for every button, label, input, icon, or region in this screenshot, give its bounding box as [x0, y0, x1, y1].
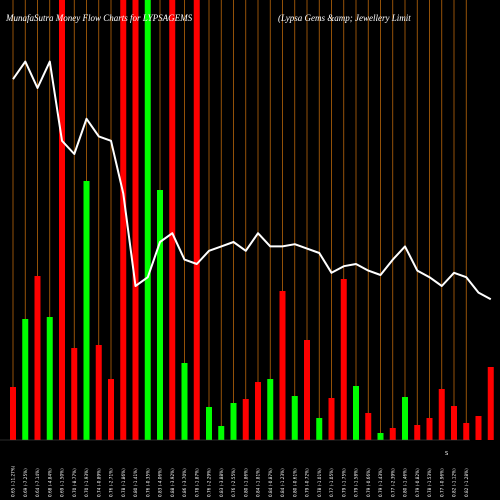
x-tick-label: 0.64 (-7.14%)	[35, 468, 40, 497]
money-flow-bar	[438, 389, 445, 440]
money-flow-bar	[34, 276, 41, 440]
x-tick-label: 0.78 (-1.01%)	[317, 468, 322, 497]
x-tick-label: 0.76 (-2.71%)	[109, 468, 114, 497]
x-tick-label: 0.83 (-3.88%)	[219, 468, 224, 497]
x-tick-label: 0.70 (-8.77%)	[72, 468, 77, 497]
x-tick-label: 0.86 (-3.70%)	[182, 468, 187, 497]
money-flow-bar	[95, 345, 102, 440]
money-flow-bar	[267, 379, 274, 440]
money-flow-bar	[426, 418, 433, 440]
money-flow-bar	[144, 0, 151, 440]
money-flow-bar	[132, 0, 139, 440]
x-tick-label: 0.69 (-1.50%)	[60, 468, 65, 497]
x-tick-label: 0.79 (-1.58%)	[354, 468, 359, 497]
money-flow-bar	[475, 416, 482, 440]
money-flow-bar	[353, 386, 359, 440]
x-tick-label: 0.78 (-1.53%)	[427, 468, 432, 497]
x-tick-label: 0.79 (-0.72%)	[305, 468, 310, 497]
money-flow-bar	[218, 426, 225, 440]
money-flow-bar	[59, 0, 65, 440]
money-flow-bar	[169, 0, 176, 440]
money-flow-bar	[181, 363, 188, 440]
x-tick-label: 0.79 (-0.66%)	[366, 468, 371, 497]
money-flow-bar	[83, 181, 90, 440]
x-tick-labels: 0.65 (-11.27%) 0.69 (-7.25%) 0.64 (-7.14%)…	[11, 465, 469, 497]
money-flow-bar	[451, 406, 457, 440]
x-tick-label: 0.74 (-0.89%)	[96, 468, 101, 497]
x-tick-label: 0.80 (-1.86%)	[243, 468, 248, 497]
x-tick-label: 0.79 (-0.82%)	[415, 468, 420, 497]
money-flow-bar	[463, 423, 470, 440]
x-tick-label: 0.77 (-0.96%)	[439, 468, 444, 497]
x-tick-label: 0.78 (-1.86%)	[121, 468, 126, 497]
money-flow-bar	[193, 0, 200, 440]
chart-title-right: (Lypsa Gems &amp; Jewellery Limit	[278, 13, 411, 23]
x-tick-label: 0.84 (-1.81%)	[256, 468, 261, 497]
x-tick-label: 0.79 (-1.75%)	[341, 468, 346, 497]
x-tick-label: 0.80 (-1.46%)	[403, 468, 408, 497]
x-tick-label: 0.83 (-4.06%)	[158, 468, 163, 497]
x-tick-label: 0.84 (-1.23%)	[280, 468, 285, 497]
x-tick-label: 0.80 (-0.61%)	[292, 468, 297, 497]
x-tick-label: 0.65 (-11.27%)	[11, 465, 16, 497]
money-flow-bar	[10, 387, 16, 440]
x-tick-label: 0.76 (-2.29%)	[207, 468, 212, 497]
money-flow-bar	[304, 340, 310, 440]
money-flow-bar	[120, 0, 127, 440]
x-tick-label: 0.78 (-1.87%)	[194, 468, 199, 497]
money-flow-bar	[316, 418, 323, 440]
money-flow-bar	[230, 403, 237, 440]
chart-title-left: MunafaSutra Money Flow Charts for LYPSAG…	[5, 13, 193, 23]
money-flow-bar	[340, 279, 347, 440]
money-flow-bar	[22, 319, 29, 440]
money-flow-bar	[328, 398, 335, 440]
x-tick-label: 0.88 (-3.92%)	[170, 468, 175, 497]
money-flow-bar	[108, 379, 114, 440]
money-flow-bar	[157, 190, 163, 440]
money-flow-bar	[402, 397, 408, 440]
x-tick-label: 0.76 (-2.55%)	[231, 468, 236, 497]
money-flow-bar	[279, 291, 286, 440]
money-flow-bar	[389, 428, 396, 440]
money-flow-bar	[206, 407, 212, 440]
money-flow-bar	[377, 433, 384, 440]
corner-label: S	[445, 451, 448, 457]
x-tick-label: 0.82 (-1.28%)	[464, 468, 469, 497]
x-tick-label: 0.77 (-1.05%)	[329, 468, 334, 497]
x-tick-label: 0.84 (-0.87%)	[268, 468, 273, 497]
price-line	[12, 60, 492, 301]
x-tick-label: 0.68 (-4.84%)	[47, 468, 52, 497]
money-flow-bar	[255, 382, 261, 440]
x-tick-label: 0.76 (-0.35%)	[145, 468, 150, 497]
money-flow-bar	[46, 317, 53, 440]
money-flow-bar	[365, 413, 372, 440]
money-flow-bar	[414, 425, 421, 440]
x-tick-label: 0.70 (-1.93%)	[84, 468, 89, 497]
money-flow-bar	[487, 367, 494, 440]
money-flow-bar	[71, 348, 78, 440]
x-tick-label: 0.82 (-1.12%)	[452, 468, 457, 497]
x-tick-label: 0.77 (-2.39%)	[390, 468, 395, 497]
money-flow-bar	[242, 399, 249, 440]
x-tick-label: 0.79 (-1.43%)	[378, 468, 383, 497]
money-flow-bars	[10, 0, 494, 440]
x-tick-label: 0.69 (-7.25%)	[23, 468, 28, 497]
money-flow-bar	[291, 396, 298, 440]
x-tick-label: 0.80 (-1.41%)	[133, 468, 138, 497]
